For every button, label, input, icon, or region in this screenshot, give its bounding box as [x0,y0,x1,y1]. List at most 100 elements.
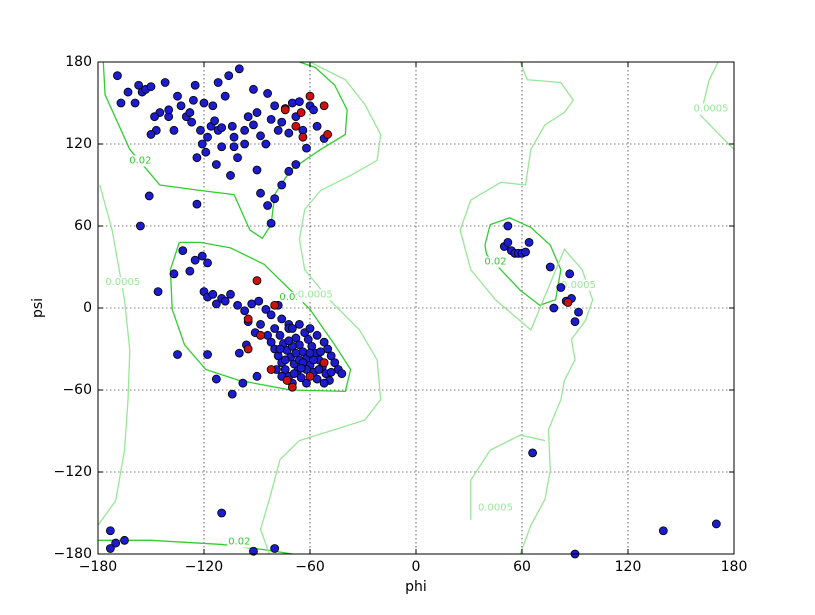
point [234,348,244,358]
point [188,95,198,105]
point [294,319,304,329]
contour-label-bg [278,292,303,304]
point [316,347,326,357]
point [252,371,262,381]
point [270,300,280,310]
point [220,296,230,306]
point [199,98,209,108]
point [556,283,566,292]
point [291,160,301,169]
point [280,105,290,115]
point [528,448,537,458]
point [549,303,559,313]
point [249,120,258,130]
point [134,80,144,90]
point [111,538,121,548]
x-tick-label: 0 [412,559,421,575]
point [570,317,580,327]
contour-line [97,184,131,526]
point [135,221,145,231]
point [217,123,227,132]
point [187,117,197,127]
contour-label: 0.02 [129,155,151,166]
contour-label: 0.02 [484,257,506,268]
point [565,269,575,279]
point [298,132,308,142]
point [227,389,237,399]
point [213,78,223,87]
point [196,125,205,135]
point [280,365,290,374]
y-tick-label: −60 [62,382,92,398]
point [309,105,318,115]
contour-line [459,61,594,555]
point [319,101,329,111]
contour-label-bg [104,277,142,289]
point [319,337,329,347]
point [277,117,287,127]
y-tick-label: 0 [83,300,92,316]
point [169,125,179,135]
contour-line [699,61,735,150]
point [233,300,242,310]
point [217,142,227,152]
point [240,306,250,316]
point [312,121,322,131]
point [266,310,276,320]
point [201,147,211,157]
point [226,171,235,180]
point [524,237,534,247]
point [252,165,262,175]
point [210,116,220,126]
point [287,324,297,333]
point [144,191,154,201]
y-tick-label: 60 [74,218,92,234]
point [211,374,221,384]
point [711,519,721,529]
point [240,125,250,135]
point [270,101,280,111]
point [263,201,273,210]
point [261,139,271,149]
x-axis-label: phi [405,579,427,595]
point [197,251,207,261]
x-tick-label: −180 [79,559,117,575]
point [211,299,221,309]
contour-label-bg [477,502,514,514]
point [312,330,322,340]
point [176,101,186,111]
contour-line [470,434,546,520]
point [233,153,242,163]
point [330,358,340,368]
point [203,258,212,268]
point [275,330,285,340]
point [284,336,294,346]
point [305,91,315,101]
point [287,382,297,392]
point [337,369,347,379]
point [296,373,306,383]
point [282,376,292,385]
point [302,143,311,153]
point [266,337,276,347]
point [160,78,170,87]
point [243,112,253,122]
point [280,355,290,365]
x-tick-label: −120 [185,559,223,575]
points [105,64,721,559]
point [220,91,230,101]
point [266,115,276,124]
point [208,101,218,111]
point [284,128,294,138]
point [227,121,237,131]
x-tick-label: 60 [513,559,531,575]
point [197,139,207,149]
contours: 0.020.020.020.020.00050.00050.00050.0005… [97,61,735,555]
contour-label-bg [296,289,334,301]
point [296,108,306,117]
point [243,314,253,324]
point [302,378,311,388]
contour-label-bg [227,536,252,548]
point [277,180,287,190]
point [229,142,239,152]
